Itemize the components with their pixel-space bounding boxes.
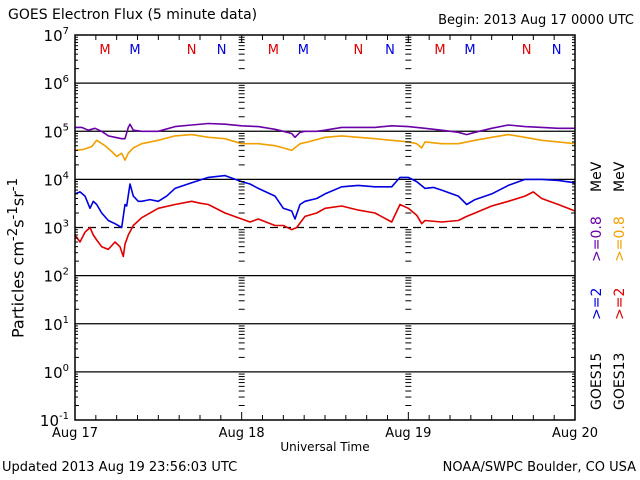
- legend-entry: >=2: [589, 288, 605, 320]
- grid-lines: [75, 82, 575, 373]
- legend-entry: >=0.8: [589, 216, 605, 262]
- y-tick-label: 107: [44, 26, 69, 45]
- marker-n: N: [217, 43, 227, 58]
- marker-m: M: [99, 43, 110, 58]
- series-line-goes15-0-8-mev: [75, 122, 575, 140]
- x-tick-label: Aug 20: [552, 426, 598, 441]
- updated-timestamp: Updated 2013 Aug 19 23:56:03 UTC: [2, 460, 238, 475]
- y-tick-label: 105: [44, 122, 69, 141]
- marker-n: N: [385, 43, 395, 58]
- y-tick-label: 103: [44, 219, 69, 238]
- legend-entry: MeV: [612, 161, 628, 192]
- y-tick-label: 10-1: [40, 411, 69, 430]
- marker-m: M: [268, 43, 279, 58]
- y-tick-label: 101: [44, 315, 69, 334]
- marker-n: N: [187, 43, 197, 58]
- legend: GOES15 >=2 >=0.8 MeV GOES13 >=2 >=0.8 MeV: [589, 161, 628, 410]
- marker-n: N: [353, 43, 363, 58]
- marker-m: M: [298, 43, 309, 58]
- x-tick-label: Aug 18: [219, 426, 265, 441]
- legend-entry: >=0.8: [612, 216, 628, 262]
- y-tick-labels: 107 106 105 104 103 102 101 100 10-1: [40, 26, 69, 430]
- marker-n: N: [522, 43, 532, 58]
- begin-time: Begin: 2013 Aug 17 0000 UTC: [438, 13, 634, 28]
- legend-entry: MeV: [589, 161, 605, 192]
- legend-entry: GOES15: [589, 353, 605, 410]
- series-line-goes13-2-mev: [74, 191, 576, 258]
- legend-entry: GOES13: [612, 353, 628, 410]
- y-tick-label: 100: [44, 363, 69, 382]
- x-tick-labels: Aug 17 Aug 18 Aug 19 Aug 20: [52, 426, 598, 441]
- y-tick-label: 106: [44, 74, 69, 93]
- marker-n: N: [552, 43, 562, 58]
- x-tick-label: Aug 19: [385, 426, 431, 441]
- series-lines: [74, 122, 576, 258]
- y-tick-label: 102: [44, 267, 69, 286]
- y-tick-label: 104: [44, 170, 69, 189]
- x-axis-label: Universal Time: [280, 440, 370, 454]
- marker-m: M: [434, 43, 445, 58]
- plot-frame: [74, 34, 576, 421]
- x-tick-label: Aug 17: [52, 426, 98, 441]
- credit-text: NOAA/SWPC Boulder, CO USA: [442, 460, 636, 475]
- series-line-goes15-2-mev: [74, 174, 576, 229]
- marker-m: M: [129, 43, 140, 58]
- legend-entry: >=2: [612, 288, 628, 320]
- chart-title: GOES Electron Flux (5 minute data): [8, 7, 258, 23]
- series-line-goes13-0-8-mev: [74, 133, 576, 161]
- marker-m: M: [464, 43, 475, 58]
